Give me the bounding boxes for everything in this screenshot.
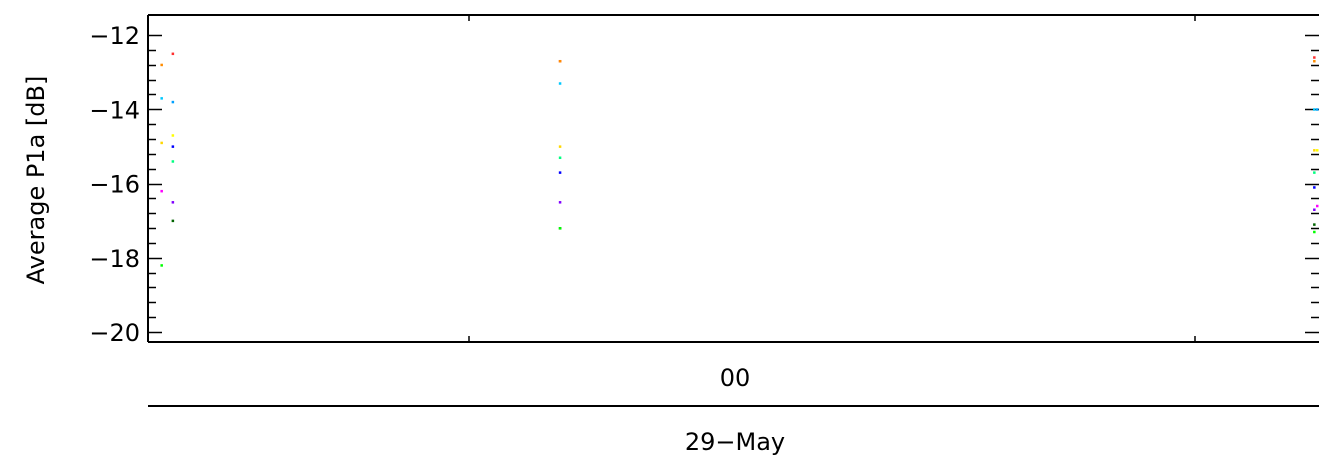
data-point	[1316, 108, 1319, 111]
y-axis-label: Average P1a [dB]	[22, 76, 50, 285]
y-axis-tick-labels: −20 −18 −16 −14 −12	[89, 22, 140, 347]
y-axis-ticks-left	[148, 34, 162, 334]
y-tick-label: −16	[89, 171, 140, 199]
data-point	[171, 219, 175, 223]
data-point	[1313, 149, 1316, 152]
data-point	[160, 264, 163, 267]
data-point	[1313, 171, 1316, 174]
data-point	[160, 141, 163, 145]
data-point	[1313, 59, 1316, 63]
data-point	[1316, 149, 1319, 152]
data-point	[171, 52, 175, 56]
data-point	[558, 59, 562, 63]
y-tick-label: −20	[89, 319, 140, 347]
data-point	[160, 189, 163, 193]
data-point	[558, 145, 562, 148]
data-point	[1313, 208, 1316, 211]
x-tick-label: 00	[720, 364, 751, 392]
data-points	[160, 52, 1319, 267]
y-tick-label: −18	[89, 245, 140, 273]
data-point	[171, 201, 175, 204]
plot-frame	[147, 14, 1319, 343]
y-axis-ticks-right	[1305, 34, 1319, 334]
data-point	[160, 97, 163, 100]
y-tick-label: −14	[89, 96, 140, 124]
data-point	[171, 160, 175, 163]
data-point	[1316, 204, 1319, 208]
data-point	[160, 63, 163, 67]
x-axis-ticks	[468, 15, 1196, 342]
data-point	[1313, 223, 1316, 226]
data-point	[1313, 186, 1316, 189]
data-point	[171, 134, 175, 137]
x-date-label: 29−May	[685, 428, 785, 456]
data-point	[558, 171, 562, 174]
data-point	[1313, 56, 1316, 59]
y-tick-label: −12	[89, 22, 140, 50]
data-point	[558, 227, 562, 230]
data-point	[171, 145, 175, 148]
data-point	[171, 100, 175, 104]
data-point	[1313, 230, 1316, 234]
data-point	[558, 201, 562, 204]
data-point	[1313, 108, 1316, 111]
data-point	[558, 82, 562, 85]
data-point	[558, 156, 562, 160]
